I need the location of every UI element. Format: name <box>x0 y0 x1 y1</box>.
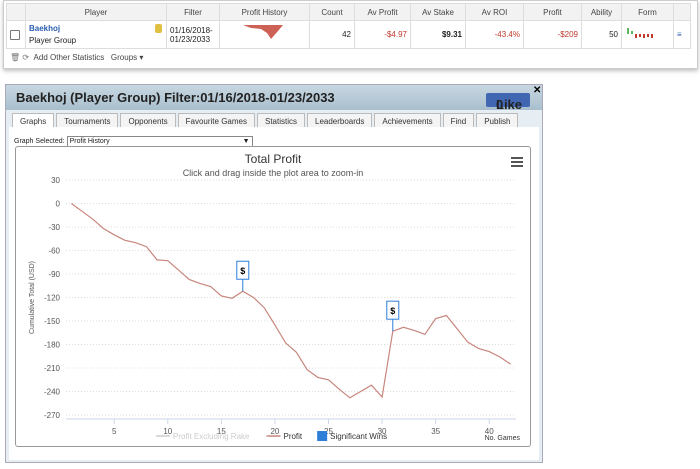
legend-item[interactable]: Profit Excluding Rake <box>173 432 250 441</box>
legend-symbol <box>317 431 328 441</box>
player-type: Player Group <box>29 36 77 45</box>
profit-cell: -$209 <box>523 20 582 49</box>
stats-table: Player Filter Profit History Count Av Pr… <box>6 3 691 49</box>
select-col <box>6 3 26 21</box>
chart-subtitle: Click and drag inside the plot area to z… <box>183 168 364 178</box>
av-roi-cell: -43.4% <box>465 20 524 49</box>
badge-icon <box>155 24 162 33</box>
close-button[interactable]: ✕ <box>533 85 542 96</box>
checkbox-cell[interactable] <box>6 20 26 49</box>
x-tick-label: 20 <box>270 427 279 436</box>
flag-label: $ <box>390 306 395 316</box>
extra-col <box>673 3 691 21</box>
y-tick-label: -240 <box>44 388 61 397</box>
trash-icon[interactable]: 🗑 ⟳ <box>10 53 30 62</box>
header[interactable]: Player <box>25 3 167 21</box>
flag-label: $ <box>240 266 245 276</box>
menu-bar[interactable] <box>511 157 523 159</box>
header[interactable]: Form <box>621 3 674 21</box>
header[interactable]: Av ROI <box>465 3 524 21</box>
graph-select-label: Graph Selected: <box>14 138 65 145</box>
legend-item[interactable]: Significant Wins <box>330 432 387 441</box>
y-tick-label: -90 <box>48 270 60 279</box>
header[interactable]: Av Profit <box>354 3 411 21</box>
legend-item[interactable]: Profit <box>283 432 302 441</box>
add-stats[interactable]: Add Other Statistics <box>33 53 105 62</box>
like-text[interactable]: Like <box>496 97 523 112</box>
header[interactable]: Profit <box>523 3 582 21</box>
y-tick-label: -30 <box>48 223 60 232</box>
form-bars <box>627 27 653 38</box>
chart: Total Profit Click and drag inside the pl… <box>29 152 523 442</box>
header[interactable]: Ability <box>581 3 622 21</box>
sparkline-cell <box>219 20 310 49</box>
sparkline <box>243 24 283 39</box>
x-tick-label: 10 <box>163 427 172 436</box>
like-count[interactable]: 0 <box>496 97 504 112</box>
flag[interactable] <box>386 300 400 320</box>
tab-content <box>9 127 539 460</box>
y-tick-label: -180 <box>44 341 61 350</box>
x-axis-label: No. Games <box>485 435 521 442</box>
stats-table-box: Player Filter Profit History Count Av Pr… <box>3 0 698 69</box>
x-tick-label: 5 <box>112 427 117 436</box>
menu-bar[interactable] <box>511 161 523 163</box>
y-tick-label: -150 <box>44 317 61 326</box>
profit-line <box>71 203 511 399</box>
y-tick-label: 0 <box>56 200 61 209</box>
chart-menu[interactable] <box>511 157 523 167</box>
panel-title: Baekhoj (Player Group) Filter:01/16/2018… <box>16 90 335 105</box>
player-link[interactable]: Baekhoj <box>29 24 61 33</box>
chart-box: Total Profit Click and drag inside the pl… <box>15 146 531 447</box>
x-tick-label: 30 <box>378 427 387 436</box>
count-cell: 42 <box>309 20 355 49</box>
toolbar: 🗑 ⟳ Add Other Statistics Groups ▾ <box>10 53 144 62</box>
y-tick-label: 30 <box>51 176 60 185</box>
panel-title-bar: Baekhoj (Player Group) Filter:01/16/2018… <box>6 85 542 112</box>
chart-title: Total Profit <box>245 152 302 166</box>
x-tick-label: 35 <box>431 427 440 436</box>
y-tick-label: -210 <box>44 364 61 373</box>
y-tick-label: -60 <box>48 247 60 256</box>
header[interactable]: Profit History <box>219 3 310 21</box>
player-cell: Baekhoj Player Group <box>25 20 167 49</box>
y-tick-label: -270 <box>44 411 61 420</box>
av-stake-cell: $9.31 <box>410 20 466 49</box>
x-tick-label: 40 <box>485 427 494 436</box>
filter-cell: 01/16/2018-01/23/2033 <box>166 20 220 49</box>
flag[interactable] <box>236 260 250 280</box>
like-button[interactable]: Like 0 <box>486 93 530 112</box>
menu-bar[interactable] <box>511 165 523 167</box>
header[interactable]: Count <box>309 3 355 21</box>
ability-cell: 50 <box>581 20 622 49</box>
x-tick-label: 15 <box>217 427 226 436</box>
more-icon[interactable]: ≡ <box>673 20 691 49</box>
x-tick-label: 25 <box>324 427 333 436</box>
tabs: Graphs Tournaments Opponents Favourite Game… <box>12 111 520 130</box>
y-axis-label: Cumulative Total (USD) <box>29 261 36 334</box>
header[interactable]: Filter <box>166 3 220 21</box>
groups[interactable]: Groups <box>110 53 138 62</box>
form-cell <box>621 20 674 49</box>
header[interactable]: Av Stake <box>410 3 466 21</box>
y-tick-label: -120 <box>44 294 61 303</box>
graph-select-value[interactable]: Profit History <box>69 138 110 145</box>
av-profit-cell: -$4.97 <box>354 20 411 49</box>
